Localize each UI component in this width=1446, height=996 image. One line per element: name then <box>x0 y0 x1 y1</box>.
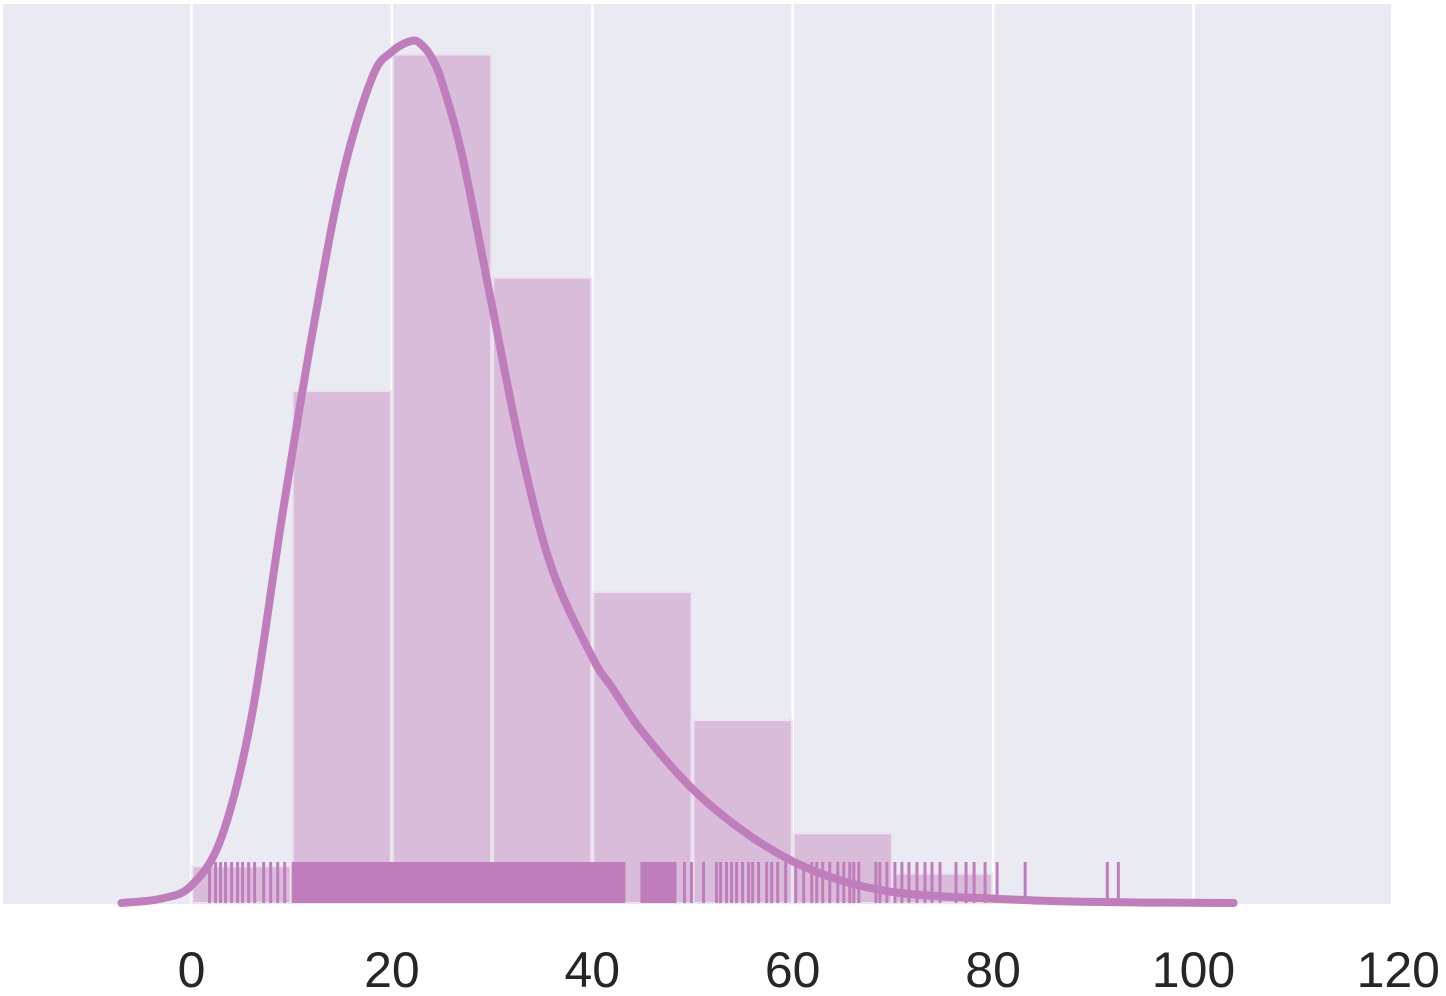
x-tick-label: 0 <box>178 942 206 996</box>
histogram-bar <box>391 53 493 904</box>
x-tick-label: 20 <box>364 942 420 996</box>
kde-curve <box>117 36 1238 907</box>
rug-dense-band <box>291 862 626 903</box>
x-tick-label: 120 <box>1357 942 1440 996</box>
kde-curve-group <box>117 36 1238 907</box>
x-tick-label: 100 <box>1152 942 1235 996</box>
rug-marks <box>208 862 1120 903</box>
histogram-bar <box>291 390 392 904</box>
x-tick-labels: 0 20 40 60 80 100 120 <box>178 942 1440 996</box>
histogram-bar <box>592 591 693 905</box>
x-tick-label: 80 <box>965 942 1021 996</box>
x-tick-label: 40 <box>564 942 620 996</box>
x-tick-label: 60 <box>765 942 821 996</box>
rug-dense-band <box>640 862 677 903</box>
